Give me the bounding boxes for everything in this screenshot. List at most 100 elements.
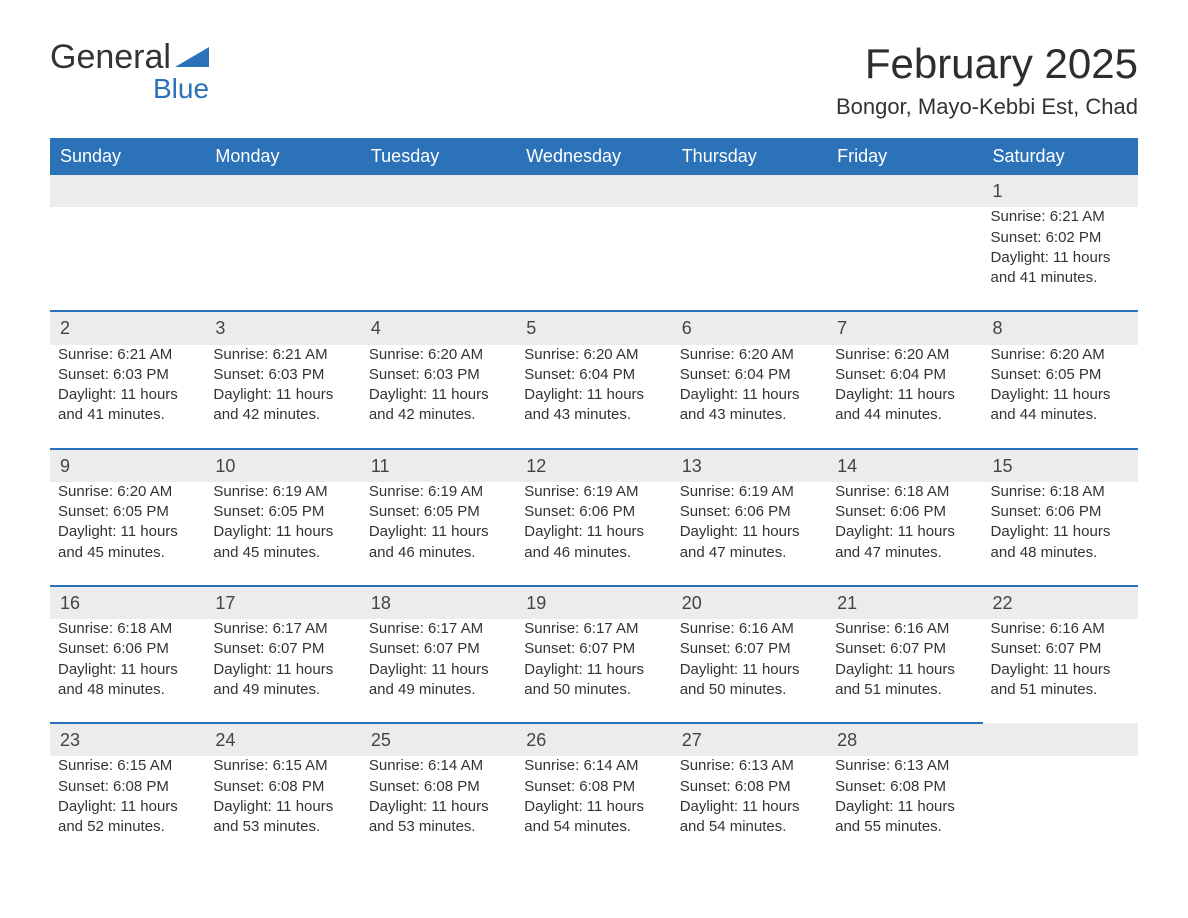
sunrise-text: Sunrise: 6:20 AM [369, 345, 508, 365]
daylight-text: Daylight: 11 hours and 41 minutes. [58, 385, 197, 426]
sunrise-text: Sunrise: 6:18 AM [835, 482, 974, 502]
day-detail-cell [50, 207, 205, 311]
day-detail-cell: Sunrise: 6:21 AMSunset: 6:03 PMDaylight:… [205, 345, 360, 449]
sunset-text: Sunset: 6:06 PM [991, 502, 1130, 522]
day-detail-cell: Sunrise: 6:16 AMSunset: 6:07 PMDaylight:… [983, 619, 1138, 723]
day-number-cell [983, 723, 1138, 756]
sunrise-text: Sunrise: 6:19 AM [213, 482, 352, 502]
day-number-cell: 9 [50, 449, 205, 482]
sunset-text: Sunset: 6:08 PM [835, 777, 974, 797]
daylight-text: Daylight: 11 hours and 43 minutes. [524, 385, 663, 426]
day-detail-cell: Sunrise: 6:17 AMSunset: 6:07 PMDaylight:… [516, 619, 671, 723]
day-number-cell: 22 [983, 586, 1138, 619]
daylight-text: Daylight: 11 hours and 51 minutes. [991, 660, 1130, 701]
daylight-text: Daylight: 11 hours and 52 minutes. [58, 797, 197, 838]
day-number-cell: 26 [516, 723, 671, 756]
day-detail-cell: Sunrise: 6:19 AMSunset: 6:05 PMDaylight:… [205, 482, 360, 586]
day-number-cell: 18 [361, 586, 516, 619]
sunrise-text: Sunrise: 6:20 AM [524, 345, 663, 365]
title-block: February 2025 Bongor, Mayo-Kebbi Est, Ch… [836, 40, 1138, 120]
sunrise-text: Sunrise: 6:21 AM [991, 207, 1130, 227]
sunrise-text: Sunrise: 6:20 AM [835, 345, 974, 365]
sunrise-text: Sunrise: 6:15 AM [213, 756, 352, 776]
sunset-text: Sunset: 6:05 PM [213, 502, 352, 522]
day-number-cell: 2 [50, 311, 205, 344]
sunset-text: Sunset: 6:06 PM [835, 502, 974, 522]
daylight-text: Daylight: 11 hours and 54 minutes. [680, 797, 819, 838]
sunset-text: Sunset: 6:03 PM [369, 365, 508, 385]
sunset-text: Sunset: 6:03 PM [58, 365, 197, 385]
day-number-cell: 27 [672, 723, 827, 756]
day-number-cell: 15 [983, 449, 1138, 482]
daylight-text: Daylight: 11 hours and 53 minutes. [213, 797, 352, 838]
day-detail-cell: Sunrise: 6:18 AMSunset: 6:06 PMDaylight:… [50, 619, 205, 723]
day-number-cell [205, 175, 360, 207]
day-number-cell: 14 [827, 449, 982, 482]
daylight-text: Daylight: 11 hours and 41 minutes. [991, 248, 1130, 289]
logo-text-general: General [50, 40, 171, 74]
day-number-cell: 3 [205, 311, 360, 344]
daylight-text: Daylight: 11 hours and 46 minutes. [524, 522, 663, 563]
day-detail-cell: Sunrise: 6:14 AMSunset: 6:08 PMDaylight:… [516, 756, 671, 859]
location: Bongor, Mayo-Kebbi Est, Chad [836, 94, 1138, 120]
sunset-text: Sunset: 6:05 PM [369, 502, 508, 522]
daylight-text: Daylight: 11 hours and 43 minutes. [680, 385, 819, 426]
day-detail-cell: Sunrise: 6:15 AMSunset: 6:08 PMDaylight:… [205, 756, 360, 859]
day-number-cell: 7 [827, 311, 982, 344]
day-detail-cell: Sunrise: 6:18 AMSunset: 6:06 PMDaylight:… [983, 482, 1138, 586]
sunset-text: Sunset: 6:08 PM [58, 777, 197, 797]
sunrise-text: Sunrise: 6:17 AM [524, 619, 663, 639]
day-number-cell: 4 [361, 311, 516, 344]
sunset-text: Sunset: 6:07 PM [213, 639, 352, 659]
day-number-cell: 23 [50, 723, 205, 756]
day-number-cell: 6 [672, 311, 827, 344]
sunrise-text: Sunrise: 6:13 AM [680, 756, 819, 776]
day-detail-cell: Sunrise: 6:16 AMSunset: 6:07 PMDaylight:… [827, 619, 982, 723]
daylight-text: Daylight: 11 hours and 55 minutes. [835, 797, 974, 838]
sunrise-text: Sunrise: 6:13 AM [835, 756, 974, 776]
sunrise-text: Sunrise: 6:20 AM [58, 482, 197, 502]
day-detail-cell: Sunrise: 6:21 AMSunset: 6:03 PMDaylight:… [50, 345, 205, 449]
daylight-text: Daylight: 11 hours and 46 minutes. [369, 522, 508, 563]
day-detail-cell: Sunrise: 6:20 AMSunset: 6:04 PMDaylight:… [827, 345, 982, 449]
day-detail-cell: Sunrise: 6:20 AMSunset: 6:03 PMDaylight:… [361, 345, 516, 449]
day-number-cell: 8 [983, 311, 1138, 344]
sunrise-text: Sunrise: 6:21 AM [213, 345, 352, 365]
day-detail-cell: Sunrise: 6:20 AMSunset: 6:05 PMDaylight:… [983, 345, 1138, 449]
day-number-cell: 10 [205, 449, 360, 482]
sunset-text: Sunset: 6:03 PM [213, 365, 352, 385]
day-number-cell: 5 [516, 311, 671, 344]
sunset-text: Sunset: 6:07 PM [369, 639, 508, 659]
sunrise-text: Sunrise: 6:17 AM [213, 619, 352, 639]
sunrise-text: Sunrise: 6:19 AM [369, 482, 508, 502]
daylight-text: Daylight: 11 hours and 44 minutes. [991, 385, 1130, 426]
day-detail-cell: Sunrise: 6:20 AMSunset: 6:04 PMDaylight:… [516, 345, 671, 449]
sunrise-text: Sunrise: 6:19 AM [680, 482, 819, 502]
daylight-text: Daylight: 11 hours and 48 minutes. [58, 660, 197, 701]
sunrise-text: Sunrise: 6:16 AM [835, 619, 974, 639]
day-number-cell: 25 [361, 723, 516, 756]
daylight-text: Daylight: 11 hours and 45 minutes. [213, 522, 352, 563]
sunrise-text: Sunrise: 6:18 AM [58, 619, 197, 639]
sunset-text: Sunset: 6:08 PM [680, 777, 819, 797]
day-number-cell: 20 [672, 586, 827, 619]
day-number-cell [827, 175, 982, 207]
day-detail-cell: Sunrise: 6:17 AMSunset: 6:07 PMDaylight:… [361, 619, 516, 723]
sunset-text: Sunset: 6:07 PM [991, 639, 1130, 659]
day-detail-cell: Sunrise: 6:19 AMSunset: 6:06 PMDaylight:… [672, 482, 827, 586]
day-number-cell: 19 [516, 586, 671, 619]
daylight-text: Daylight: 11 hours and 54 minutes. [524, 797, 663, 838]
day-detail-cell: Sunrise: 6:20 AMSunset: 6:04 PMDaylight:… [672, 345, 827, 449]
day-detail-cell: Sunrise: 6:15 AMSunset: 6:08 PMDaylight:… [50, 756, 205, 859]
daylight-text: Daylight: 11 hours and 42 minutes. [369, 385, 508, 426]
day-number-cell [672, 175, 827, 207]
day-number-cell: 11 [361, 449, 516, 482]
sunrise-text: Sunrise: 6:17 AM [369, 619, 508, 639]
day-number-cell: 17 [205, 586, 360, 619]
daylight-text: Daylight: 11 hours and 44 minutes. [835, 385, 974, 426]
sunset-text: Sunset: 6:07 PM [524, 639, 663, 659]
daylight-text: Daylight: 11 hours and 47 minutes. [680, 522, 819, 563]
daylight-text: Daylight: 11 hours and 50 minutes. [524, 660, 663, 701]
daylight-text: Daylight: 11 hours and 45 minutes. [58, 522, 197, 563]
sunrise-text: Sunrise: 6:20 AM [680, 345, 819, 365]
